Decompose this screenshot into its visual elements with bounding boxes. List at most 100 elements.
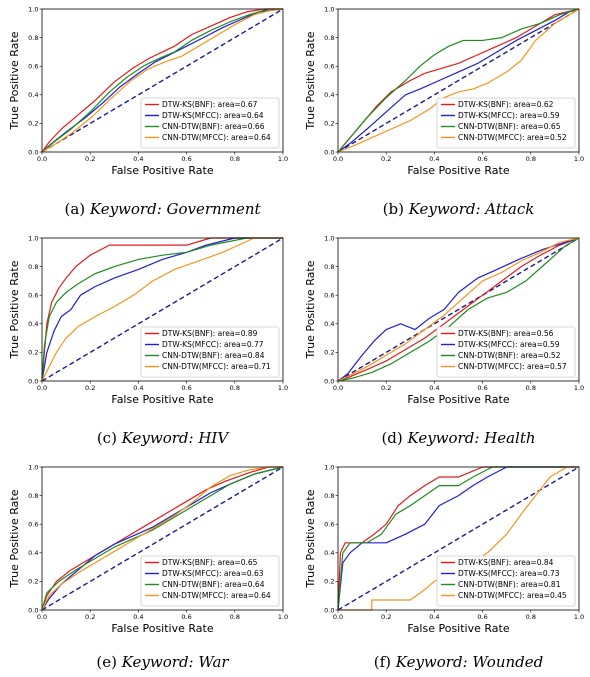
legend-entry: CNN-DTW(MFCC): area=0.71 xyxy=(162,362,271,371)
panel-caption: (f) Keyword: Wounded xyxy=(374,653,543,671)
legend-entry: DTW-KS(MFCC): area=0.63 xyxy=(162,569,264,578)
y-tick-label: 0.0 xyxy=(28,606,38,614)
x-tick-label: 0.4 xyxy=(429,155,439,163)
x-tick-label: 1.0 xyxy=(574,155,584,163)
legend-entry: CNN-DTW(BNF): area=0.52 xyxy=(458,351,561,360)
y-tick-label: 0.4 xyxy=(324,320,334,328)
y-tick-label: 0.8 xyxy=(28,263,38,271)
roc-curve-1 xyxy=(41,8,283,153)
y-tick-label: 0.4 xyxy=(28,320,38,328)
roc-curve-4 xyxy=(41,8,284,153)
y-tick-label: 0.8 xyxy=(324,492,334,500)
x-axis-label: False Positive Rate xyxy=(111,164,213,177)
legend-entry: CNN-DTW(BNF): area=0.64 xyxy=(162,580,265,589)
x-tick-label: 1.0 xyxy=(278,613,288,621)
x-tick-label: 0.2 xyxy=(85,384,95,392)
chance-diagonal xyxy=(41,237,284,382)
roc-curve-3 xyxy=(41,237,283,382)
x-tick-label: 1.0 xyxy=(278,384,288,392)
legend-entry: DTW-KS(MFCC): area=0.64 xyxy=(162,111,264,120)
legend-box xyxy=(140,555,280,607)
plot-frame xyxy=(337,237,580,382)
caption-label: (a) xyxy=(64,200,89,218)
panel-caption: (e) Keyword: War xyxy=(96,653,229,671)
y-tick-label: 0.6 xyxy=(28,63,38,71)
roc-curve-3 xyxy=(337,8,580,153)
x-axis-label: False Positive Rate xyxy=(111,393,213,406)
roc-curve-4 xyxy=(337,8,580,153)
roc-curve-4 xyxy=(41,237,283,382)
panel-caption: (b) Keyword: Attack xyxy=(383,200,535,218)
chance-diagonal xyxy=(41,466,284,611)
caption-text: Keyword: HIV xyxy=(121,429,231,447)
caption-text: Keyword: Wounded xyxy=(395,653,543,671)
y-tick-label: 0.2 xyxy=(324,120,334,128)
x-tick-label: 0.4 xyxy=(133,613,143,621)
x-tick-label: 0.6 xyxy=(181,155,191,163)
x-tick-label: 0.0 xyxy=(333,613,343,621)
legend-entry: DTW-KS(MFCC): area=0.73 xyxy=(458,569,560,578)
y-tick-label: 1.0 xyxy=(324,5,334,13)
legend-entry: DTW-KS(BNF): area=0.65 xyxy=(162,558,258,567)
x-tick-label: 0.2 xyxy=(381,613,391,621)
x-tick-label: 0.6 xyxy=(477,613,487,621)
y-tick-label: 1.0 xyxy=(28,463,38,471)
x-tick-label: 0.6 xyxy=(181,613,191,621)
y-tick-label: 0.2 xyxy=(28,578,38,586)
plot-frame xyxy=(41,466,284,611)
y-tick-label: 0.4 xyxy=(324,549,334,557)
legend-entry: DTW-KS(BNF): area=0.89 xyxy=(162,329,258,338)
x-tick-label: 0.4 xyxy=(133,155,143,163)
x-tick-label: 1.0 xyxy=(574,613,584,621)
y-tick-label: 0.4 xyxy=(28,91,38,99)
caption-text: Keyword: War xyxy=(121,653,230,671)
y-tick-label: 1.0 xyxy=(28,234,38,242)
x-tick-label: 0.0 xyxy=(333,384,343,392)
x-tick-label: 0.2 xyxy=(85,613,95,621)
legend-entry: CNN-DTW(BNF): area=0.84 xyxy=(162,351,265,360)
y-tick-label: 0.0 xyxy=(28,377,38,385)
x-tick-label: 0.8 xyxy=(526,613,536,621)
y-tick-label: 0.6 xyxy=(28,292,38,300)
x-tick-label: 0.6 xyxy=(477,384,487,392)
y-tick-label: 0.0 xyxy=(324,606,334,614)
legend-entry: CNN-DTW(MFCC): area=0.52 xyxy=(458,133,567,142)
y-tick-label: 0.8 xyxy=(324,263,334,271)
legend-entry: DTW-KS(BNF): area=0.56 xyxy=(458,329,554,338)
x-axis-label: False Positive Rate xyxy=(407,622,509,635)
x-tick-label: 0.0 xyxy=(333,155,343,163)
roc-curve-2 xyxy=(41,237,283,382)
roc-curve-2 xyxy=(337,8,580,153)
plot-frame xyxy=(337,8,580,153)
y-tick-label: 0.0 xyxy=(324,377,334,385)
roc-panel-2: 0.0 0.2 0.4 0.6 0.8 1.0 0.0 0.2 0.4 0.6 0.8 1.0 Fals… xyxy=(304,5,584,218)
x-tick-label: 0.2 xyxy=(381,155,391,163)
roc-panel-3: 0.0 0.2 0.4 0.6 0.8 1.0 0.0 0.2 0.4 0.6 0.8 1.0 Fals… xyxy=(8,234,288,447)
roc-panel-6: 0.0 0.2 0.4 0.6 0.8 1.0 0.0 0.2 0.4 0.6 0.8 1.0 Fals… xyxy=(304,463,584,671)
x-tick-label: 0.0 xyxy=(37,155,47,163)
legend-entry: CNN-DTW(MFCC): area=0.45 xyxy=(458,591,567,600)
legend-entry: CNN-DTW(BNF): area=0.81 xyxy=(458,580,561,589)
y-tick-label: 0.8 xyxy=(28,492,38,500)
x-tick-label: 0.6 xyxy=(181,384,191,392)
y-axis-label: True Positive Rate xyxy=(304,31,317,130)
roc-curve-1 xyxy=(337,466,579,611)
x-tick-label: 0.8 xyxy=(526,384,536,392)
legend-entry: DTW-KS(BNF): area=0.67 xyxy=(162,100,258,109)
x-tick-label: 0.8 xyxy=(230,384,240,392)
roc-curve-3 xyxy=(337,237,580,382)
plot-frame xyxy=(41,237,284,382)
chance-diagonal xyxy=(337,8,580,153)
x-tick-label: 1.0 xyxy=(574,384,584,392)
legend-entry: CNN-DTW(MFCC): area=0.64 xyxy=(162,133,271,142)
x-tick-label: 0.2 xyxy=(85,155,95,163)
chance-diagonal xyxy=(337,237,580,382)
y-tick-label: 0.2 xyxy=(324,578,334,586)
x-tick-label: 0.2 xyxy=(381,384,391,392)
legend-box xyxy=(140,97,280,149)
panel-caption: (d) Keyword: Health xyxy=(381,429,535,447)
y-axis-label: True Positive Rate xyxy=(304,489,317,588)
legend-entry: DTW-KS(BNF): area=0.84 xyxy=(458,558,554,567)
caption-label: (f) xyxy=(374,653,396,671)
